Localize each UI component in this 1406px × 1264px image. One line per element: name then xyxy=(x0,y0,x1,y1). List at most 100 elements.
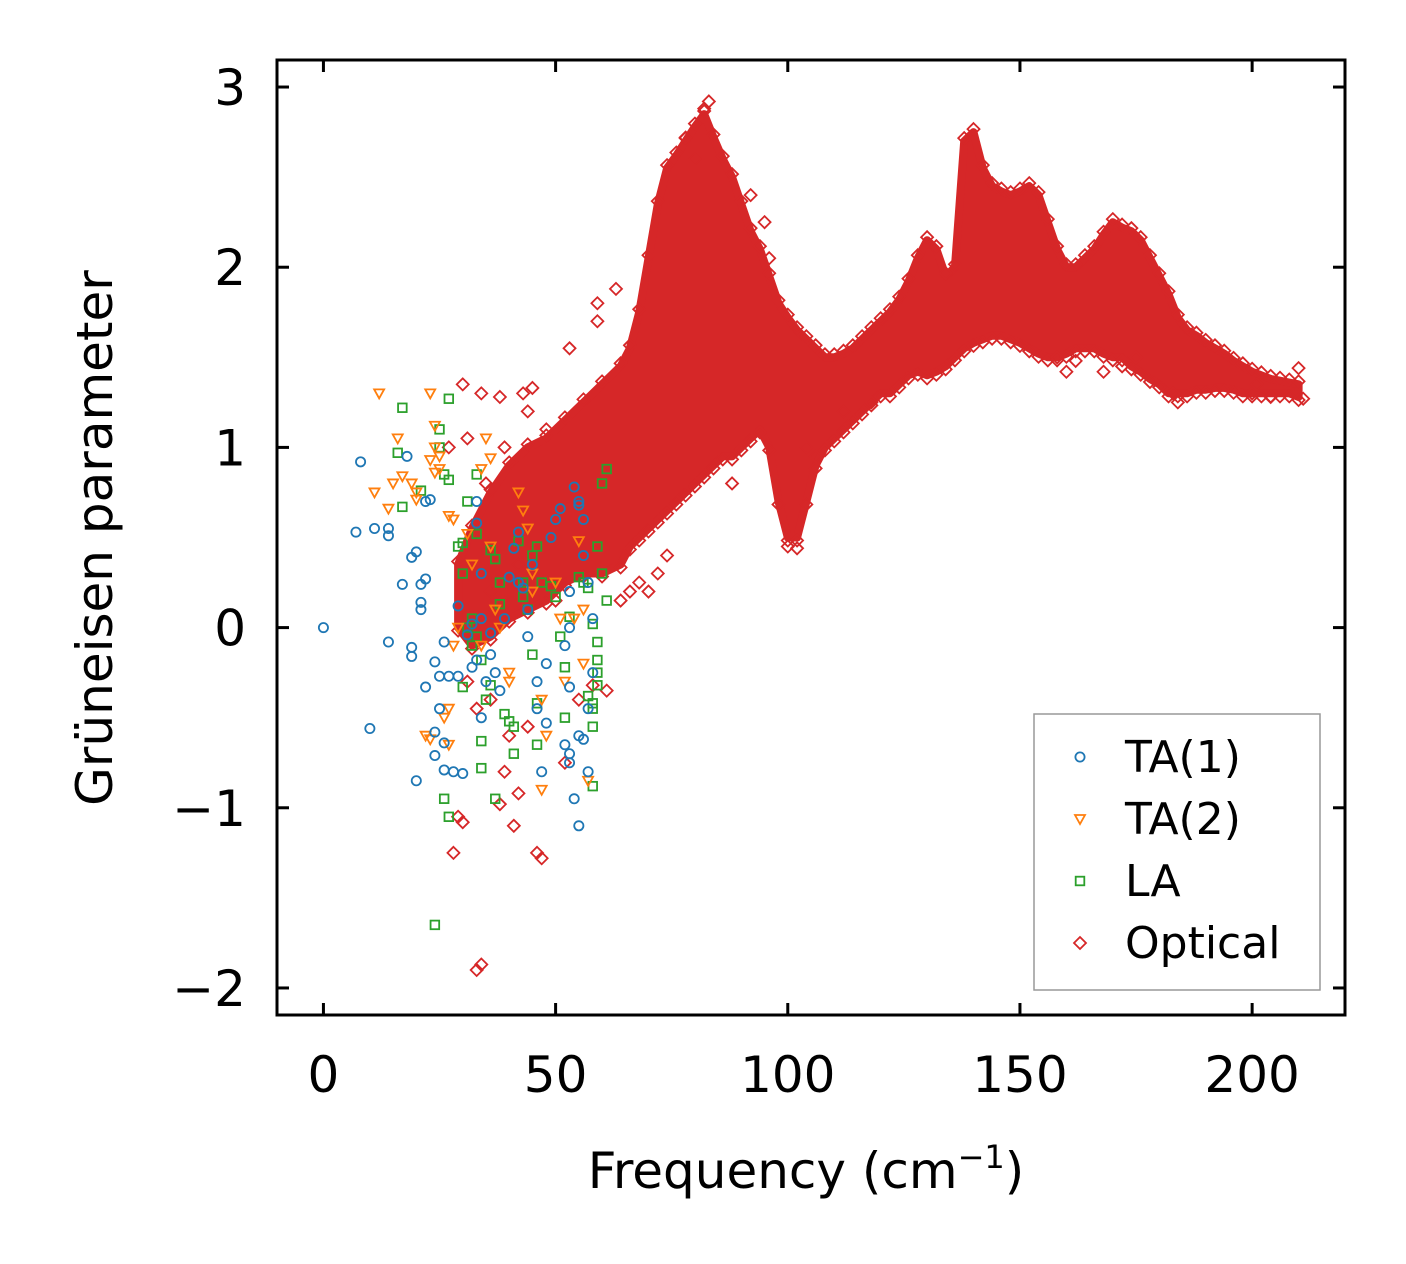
optical-edge-point xyxy=(1254,365,1269,380)
ta-2-point xyxy=(567,613,581,626)
optical-point xyxy=(724,476,740,491)
axis-ticks: 0 50 100 150 200 −2 −1 0 1 2 3 xyxy=(172,59,1345,1104)
optical-edge-point xyxy=(734,443,749,458)
ta-2-point xyxy=(479,433,493,446)
x-tick-label: 200 xyxy=(1204,1046,1299,1104)
optical-point xyxy=(1249,377,1265,392)
ta-2-point xyxy=(502,667,516,680)
optical-edge-point xyxy=(1226,350,1241,366)
ta-1-point xyxy=(461,629,473,641)
optical-edge-point xyxy=(1086,344,1102,359)
optical-edge-point xyxy=(613,560,628,575)
legend-marker-optical xyxy=(1072,935,1088,951)
optical-point xyxy=(534,850,549,866)
optical-edge-point xyxy=(715,452,731,467)
ta-1-point xyxy=(485,649,497,661)
ta-2-point xyxy=(432,451,447,464)
la-point xyxy=(592,667,603,678)
optical-edge-point xyxy=(650,193,666,209)
ta-2-point xyxy=(516,505,530,518)
optical-point xyxy=(836,404,851,419)
la-point xyxy=(508,748,520,759)
x-tick-label: 0 xyxy=(308,1046,340,1104)
ta-1-point xyxy=(559,640,571,652)
ta-2-point xyxy=(446,640,460,653)
ta-1-point xyxy=(424,494,436,506)
optical-edge-point xyxy=(1272,389,1288,404)
optical-edge-point xyxy=(845,338,861,353)
la-point xyxy=(601,463,612,475)
optical-edge-point xyxy=(641,524,656,539)
optical-point xyxy=(599,683,614,698)
ta-2-point xyxy=(405,478,419,491)
ta-1-point xyxy=(485,627,497,639)
optical-edge-point xyxy=(631,533,647,548)
ta-1-point xyxy=(568,481,580,493)
optical-edge-point xyxy=(882,389,898,404)
optical-edge-point xyxy=(743,434,758,449)
la-point xyxy=(397,501,408,513)
optical-point xyxy=(539,422,554,437)
optical-edge-point xyxy=(1086,238,1102,254)
ta-1-point xyxy=(429,750,441,762)
optical-edge-point xyxy=(1282,372,1297,387)
optical-edge-point xyxy=(994,181,1009,196)
optical-edge-point xyxy=(483,482,498,497)
ta-1-point xyxy=(452,670,464,682)
la-point xyxy=(471,528,482,540)
ta-1-point xyxy=(587,613,599,625)
optical-edge-point xyxy=(771,497,786,512)
ta-1-point xyxy=(434,703,446,715)
ta-1-point xyxy=(382,530,394,542)
ta-1-point xyxy=(382,636,394,648)
optical-point xyxy=(1170,395,1186,410)
optical-edge-point xyxy=(836,425,851,440)
ta-2-point xyxy=(525,586,539,599)
la-point xyxy=(508,721,520,732)
optical-edge-point xyxy=(501,614,517,629)
optical-edge-point xyxy=(891,289,907,304)
ta-1-point xyxy=(587,667,599,679)
optical-edge-point xyxy=(966,121,981,137)
ta-1-point xyxy=(364,723,376,735)
optical-edge-point xyxy=(678,488,693,503)
optical-edge-point xyxy=(1124,220,1139,236)
optical-point xyxy=(501,728,517,743)
y-tick-label: 1 xyxy=(214,419,246,477)
ta-1-point xyxy=(503,571,515,583)
la-point xyxy=(531,541,543,552)
y-tick-label: −2 xyxy=(172,960,246,1018)
optical-edge-point xyxy=(938,265,953,281)
ta-2-point xyxy=(493,622,507,635)
optical-point xyxy=(641,584,656,599)
ta-2-point xyxy=(576,658,590,671)
ta-1-point xyxy=(480,676,492,688)
optical-point xyxy=(520,404,536,419)
la-point xyxy=(592,636,603,648)
optical-point xyxy=(511,557,526,572)
optical-edge-point xyxy=(1114,217,1130,232)
optical-edge-point xyxy=(873,311,888,326)
optical-edge-point xyxy=(845,416,861,431)
optical-point xyxy=(757,214,772,230)
ta-1-point xyxy=(577,513,589,525)
optical-edge-point xyxy=(1226,385,1241,401)
legend-label-optical: Optical xyxy=(1125,918,1280,969)
la-point xyxy=(476,735,487,747)
optical-edge-point xyxy=(594,374,610,389)
optical-edge-point xyxy=(1105,211,1121,227)
la-point xyxy=(559,662,571,673)
optical-point xyxy=(497,440,512,455)
optical-point xyxy=(478,476,494,491)
optical-edge-point xyxy=(641,247,656,263)
optical-edge-point xyxy=(808,338,823,353)
ta-1-point xyxy=(471,517,483,529)
ta-1-point xyxy=(396,578,408,590)
optical-edge-point xyxy=(1031,349,1046,364)
optical-edge-point xyxy=(1282,389,1297,404)
optical-point xyxy=(1068,353,1083,369)
optical-edge-point xyxy=(1142,374,1158,390)
optical-edge-point xyxy=(854,329,870,344)
ta-1-point xyxy=(582,703,594,715)
ta-1-point xyxy=(382,522,394,534)
